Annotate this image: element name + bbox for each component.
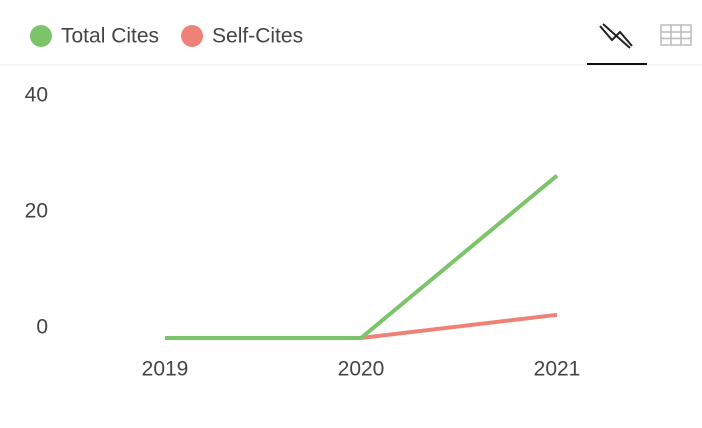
x-tick-label: 2021 bbox=[534, 358, 581, 381]
y-tick-label: 0 bbox=[36, 316, 48, 339]
y-tick-label: 40 bbox=[25, 84, 48, 107]
legend-label: Total Cites bbox=[61, 25, 159, 48]
line-chart-icon-slash bbox=[602, 23, 631, 49]
table-icon bbox=[660, 24, 692, 46]
chart-view-button[interactable] bbox=[587, 23, 647, 65]
y-tick-label: 20 bbox=[25, 200, 48, 223]
legend-swatch bbox=[181, 25, 204, 47]
legend-label: Self-Cites bbox=[212, 25, 303, 48]
x-tick-label: 2020 bbox=[338, 358, 385, 381]
legend-swatch bbox=[30, 25, 52, 47]
table-view-button[interactable] bbox=[660, 24, 692, 46]
x-tick-label: 2019 bbox=[142, 358, 189, 381]
series-line bbox=[165, 174, 559, 340]
